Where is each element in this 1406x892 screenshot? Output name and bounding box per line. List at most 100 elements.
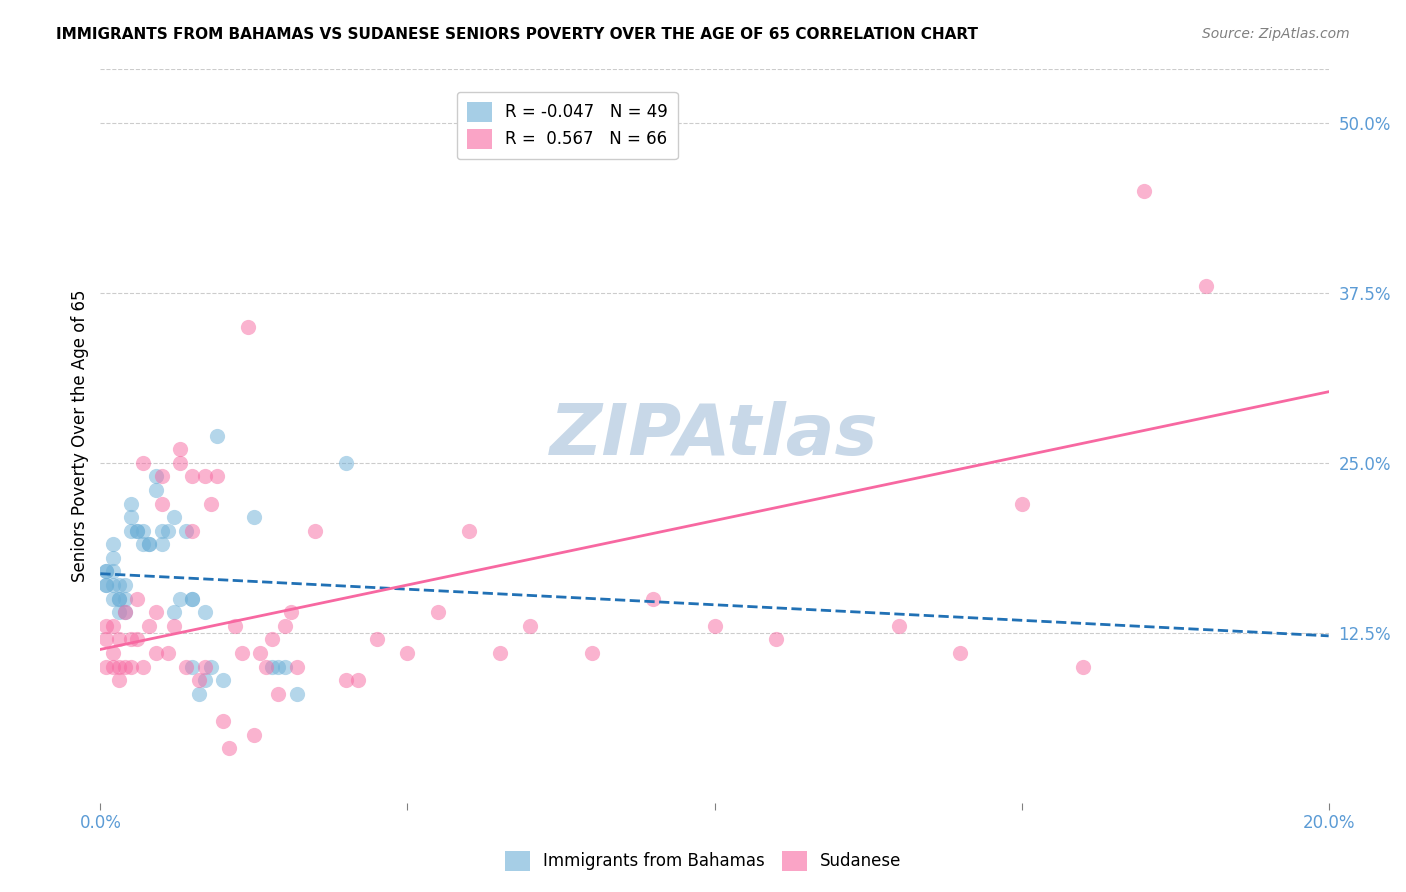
Point (127, 524, 149, 538)
Point (304, 524, 326, 538)
Point (132, 537, 155, 551)
Point (205, 428, 228, 442)
Point (101, 578, 124, 592)
Point (145, 605, 167, 619)
Point (114, 591, 136, 606)
Point (205, 469, 228, 483)
Point (187, 673, 209, 688)
Point (200, 659, 222, 673)
Point (231, 646, 253, 660)
Point (335, 673, 357, 688)
Point (150, 496, 173, 510)
Point (169, 456, 191, 470)
Point (163, 619, 186, 633)
Point (132, 524, 155, 538)
Point (396, 646, 419, 660)
Point (262, 659, 284, 673)
Point (132, 456, 155, 470)
Point (96, 619, 118, 633)
Point (127, 591, 149, 606)
Text: IMMIGRANTS FROM BAHAMAS VS SUDANESE SENIORS POVERTY OVER THE AGE OF 65 CORRELATI: IMMIGRANTS FROM BAHAMAS VS SUDANESE SENI… (56, 27, 979, 42)
Point (285, 687, 308, 701)
Point (120, 632, 142, 647)
Point (127, 632, 149, 647)
Point (138, 537, 160, 551)
Point (101, 646, 124, 660)
Point (132, 659, 155, 673)
Point (200, 496, 222, 510)
Point (96, 659, 118, 673)
Point (176, 659, 198, 673)
Point (181, 659, 204, 673)
Point (347, 673, 370, 688)
Point (262, 632, 284, 647)
Point (267, 687, 290, 701)
Point (236, 319, 259, 334)
Point (114, 605, 136, 619)
Point (194, 605, 217, 619)
Point (181, 524, 204, 538)
Point (1133, 184, 1156, 198)
Point (107, 578, 129, 592)
Point (169, 442, 191, 457)
Point (96, 578, 118, 592)
Point (194, 659, 217, 673)
Point (156, 524, 179, 538)
Point (145, 483, 167, 497)
Point (114, 578, 136, 592)
Point (101, 565, 124, 579)
Point (101, 550, 124, 565)
Point (224, 619, 246, 633)
Point (101, 619, 124, 633)
Point (107, 659, 129, 673)
Legend: R = -0.047   N = 49, R =  0.567   N = 66: R = -0.047 N = 49, R = 0.567 N = 66 (457, 92, 678, 159)
Point (267, 659, 290, 673)
Point (101, 659, 124, 673)
Point (107, 632, 129, 647)
Point (138, 537, 160, 551)
Point (457, 524, 479, 538)
Point (114, 605, 136, 619)
Point (181, 591, 204, 606)
Point (218, 741, 240, 756)
Point (181, 591, 204, 606)
Point (212, 714, 235, 728)
Point (176, 524, 198, 538)
Point (949, 646, 972, 660)
Point (285, 659, 308, 673)
Point (194, 469, 217, 483)
Text: Source: ZipAtlas.com: Source: ZipAtlas.com (1202, 27, 1350, 41)
Point (150, 469, 173, 483)
Point (243, 510, 266, 524)
Point (887, 619, 910, 633)
Point (1195, 279, 1218, 293)
Point (150, 524, 173, 538)
Point (107, 605, 129, 619)
Point (212, 673, 235, 688)
Point (145, 646, 167, 660)
Point (1011, 496, 1033, 510)
Point (488, 646, 510, 660)
Point (181, 469, 204, 483)
Point (127, 524, 149, 538)
Point (1071, 659, 1094, 673)
Point (249, 646, 271, 660)
Legend: Immigrants from Bahamas, Sudanese: Immigrants from Bahamas, Sudanese (496, 842, 910, 880)
Point (101, 591, 124, 606)
Point (120, 496, 142, 510)
Point (150, 537, 173, 551)
Point (194, 673, 217, 688)
Point (703, 619, 725, 633)
Point (163, 605, 186, 619)
Point (101, 537, 124, 551)
Point (145, 469, 167, 483)
Point (280, 605, 302, 619)
Point (169, 591, 191, 606)
Point (138, 619, 160, 633)
Point (114, 659, 136, 673)
Point (641, 591, 664, 606)
Point (120, 510, 142, 524)
Point (96, 632, 118, 647)
Point (581, 646, 603, 660)
Point (107, 591, 129, 606)
